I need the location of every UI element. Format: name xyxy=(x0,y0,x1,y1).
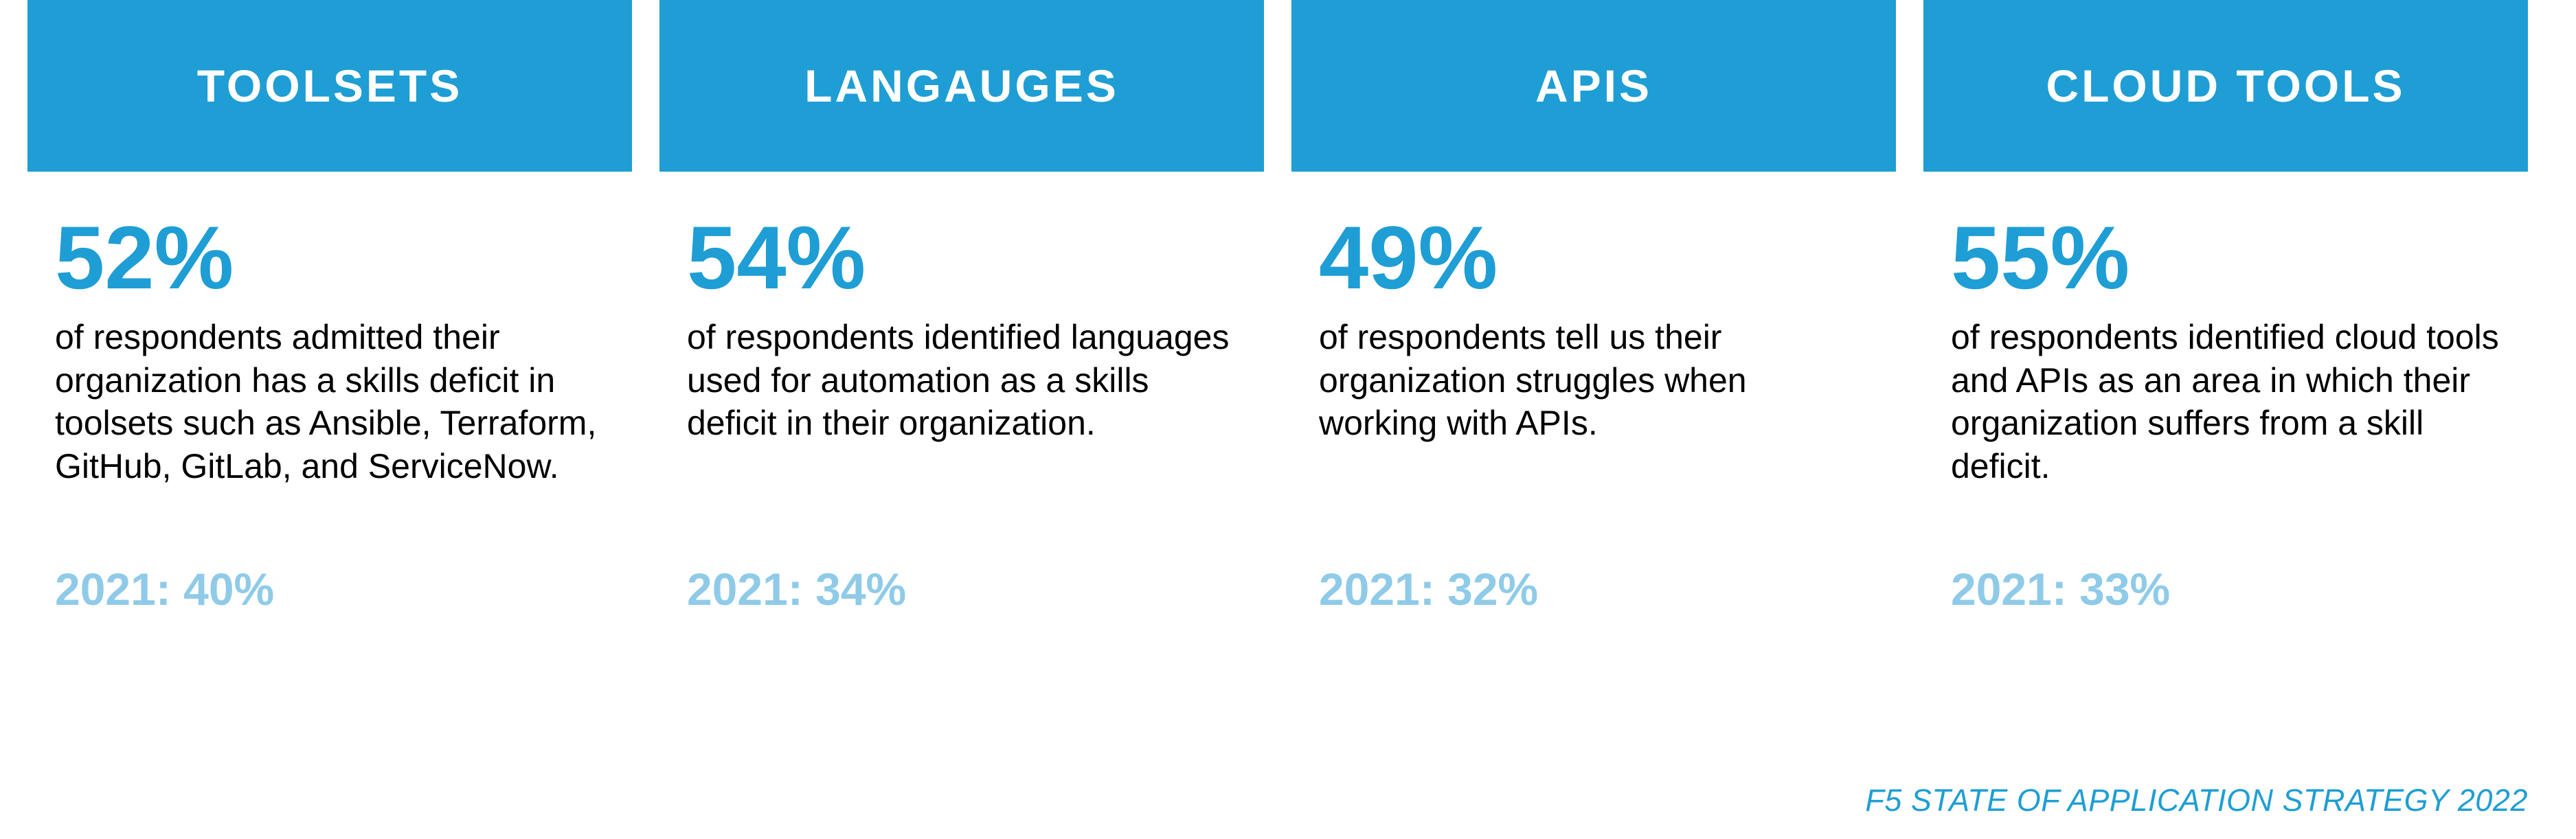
prior-year-value: 2021: 40% xyxy=(55,563,605,615)
stat-description: of respondents identified languages used… xyxy=(687,316,1236,536)
infographic-root: TOOLSETS 52% of respondents admitted the… xyxy=(0,0,2576,839)
prior-year-value: 2021: 32% xyxy=(1319,563,1868,615)
card-row: TOOLSETS 52% of respondents admitted the… xyxy=(0,0,2576,615)
prior-year-value: 2021: 34% xyxy=(687,563,1236,615)
card-toolsets: TOOLSETS 52% of respondents admitted the… xyxy=(27,0,632,615)
card-header: LANGAUGES xyxy=(659,0,1264,172)
stat-description: of respondents identified cloud tools an… xyxy=(1951,316,2500,536)
card-title: CLOUD TOOLS xyxy=(2046,60,2405,112)
card-languages: LANGAUGES 54% of respondents identified … xyxy=(659,0,1264,615)
card-title: APIS xyxy=(1535,60,1652,112)
card-title: LANGAUGES xyxy=(804,60,1119,112)
card-apis: APIS 49% of respondents tell us their or… xyxy=(1291,0,1896,615)
card-title: TOOLSETS xyxy=(197,60,463,112)
card-cloud-tools: CLOUD TOOLS 55% of respondents identifie… xyxy=(1923,0,2528,615)
stat-value: 49% xyxy=(1319,213,1868,302)
card-body: 54% of respondents identified languages … xyxy=(659,172,1264,615)
card-header: CLOUD TOOLS xyxy=(1923,0,2528,172)
prior-year-value: 2021: 33% xyxy=(1951,563,2500,615)
stat-value: 52% xyxy=(55,213,605,302)
card-body: 55% of respondents identified cloud tool… xyxy=(1923,172,2528,615)
source-attribution: F5 STATE OF APPLICATION STRATEGY 2022 xyxy=(1865,783,2528,818)
stat-description: of respondents admitted their organizati… xyxy=(55,316,605,536)
card-header: TOOLSETS xyxy=(27,0,632,172)
stat-value: 54% xyxy=(687,213,1236,302)
stat-description: of respondents tell us their organizatio… xyxy=(1319,316,1868,536)
card-body: 49% of respondents tell us their organiz… xyxy=(1291,172,1896,615)
stat-value: 55% xyxy=(1951,213,2500,302)
card-header: APIS xyxy=(1291,0,1896,172)
card-body: 52% of respondents admitted their organi… xyxy=(27,172,632,615)
